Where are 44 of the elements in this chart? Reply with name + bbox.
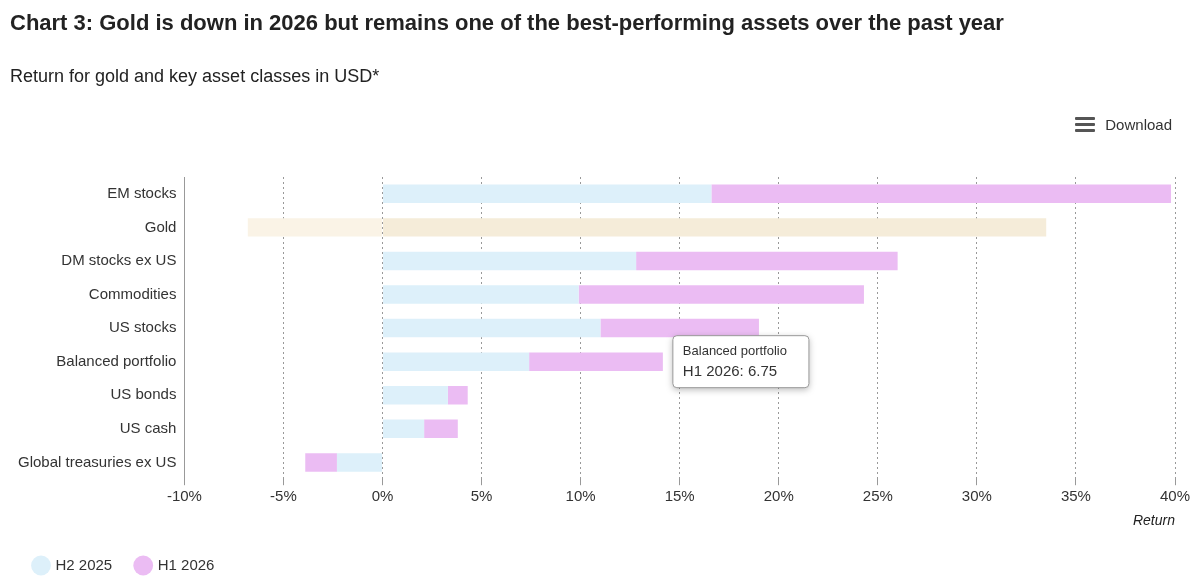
y-tick-label: US cash (119, 418, 177, 436)
bar (711, 184, 1172, 204)
annotation: Balanced portfolio H1 2026: 6.75 (682, 343, 787, 379)
y-tick-label: US bonds (110, 385, 177, 403)
bar (247, 218, 383, 237)
bar (578, 285, 864, 304)
bar (447, 386, 468, 405)
bar (383, 184, 712, 204)
x-tick-label: 25% (862, 487, 893, 505)
x-tick-label: -5% (270, 487, 297, 505)
bar (383, 352, 530, 371)
x-tick-label: 0% (371, 487, 394, 505)
y-tick-label: DM stocks ex US (61, 251, 177, 269)
x-axis-title: Return (1132, 512, 1176, 529)
bar (305, 453, 337, 472)
x-tick-label: 35% (1060, 487, 1091, 505)
chart-subtitle: Return for gold and key asset classes in USD* (10, 66, 380, 87)
bar (636, 251, 898, 271)
bar (383, 419, 425, 439)
y-tick-label: EM stocks (107, 183, 177, 201)
y-tick-label: Global treasuries ex US (17, 452, 177, 470)
x-tick-label: 40% (1159, 487, 1191, 505)
bar (383, 386, 448, 405)
legend-label: H1 2026 (157, 555, 215, 573)
x-tick-label: -10% (166, 487, 202, 505)
bar (424, 419, 458, 439)
legend-label: H2 2025 (55, 555, 113, 573)
y-tick-label: Commodities (88, 284, 177, 302)
bar (383, 318, 601, 338)
y-tick-label: Balanced portfolio (56, 351, 177, 369)
bar (383, 218, 1047, 237)
x-tick-label: 15% (664, 487, 695, 505)
x-tick-label: 5% (470, 487, 493, 505)
y-tick-label: Gold (144, 217, 177, 235)
x-tick-label: 20% (763, 487, 794, 505)
y-tick-label: US stocks (108, 318, 177, 336)
bar (529, 352, 663, 371)
bar (383, 285, 579, 304)
bar (383, 251, 637, 271)
chart-title: Chart 3: Gold is down in 2026 but remains one of the best-performing assets over the past year (10, 10, 1004, 36)
text: Download (1105, 116, 1172, 133)
x-tick-label: 10% (565, 487, 596, 505)
x-tick-label: 30% (961, 487, 992, 505)
bar (336, 453, 383, 472)
